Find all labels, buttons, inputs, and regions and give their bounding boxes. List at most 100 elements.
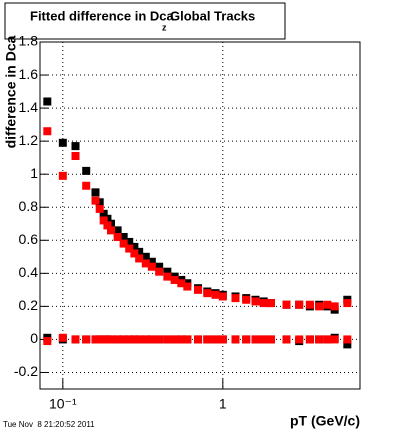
marker	[177, 279, 186, 288]
marker	[113, 232, 122, 241]
marker	[58, 171, 67, 180]
marker	[218, 292, 227, 301]
x-axis-label: pT (GeV/c)	[290, 413, 360, 429]
marker	[163, 272, 172, 281]
marker	[170, 335, 179, 344]
marker	[43, 127, 52, 136]
chart-title: Fitted difference in Dca	[30, 8, 175, 23]
y-tick-label: 1.2	[19, 132, 39, 148]
x-tick-label: 10⁻¹	[49, 396, 77, 412]
marker	[71, 152, 80, 161]
marker	[71, 142, 80, 151]
marker	[43, 97, 52, 106]
marker	[251, 297, 260, 306]
title-subscript: z	[162, 22, 167, 32]
marker	[282, 335, 291, 344]
marker	[82, 166, 91, 175]
marker	[147, 257, 156, 266]
marker	[135, 254, 144, 263]
marker	[266, 299, 275, 308]
marker	[99, 209, 108, 218]
marker	[183, 282, 192, 291]
y-tick-label: 1.4	[19, 99, 39, 115]
marker	[82, 335, 91, 344]
y-tick-label: 0.8	[19, 198, 39, 214]
marker	[125, 335, 134, 344]
marker	[242, 295, 251, 304]
marker	[211, 290, 220, 299]
marker	[58, 138, 67, 147]
marker	[251, 335, 260, 344]
marker	[119, 232, 128, 241]
marker	[295, 335, 304, 344]
marker	[147, 335, 156, 344]
marker	[91, 188, 100, 197]
marker	[323, 335, 332, 344]
y-tick-label: 0	[30, 330, 38, 346]
marker	[177, 335, 186, 344]
marker	[135, 335, 144, 344]
marker	[305, 335, 314, 344]
marker	[305, 300, 314, 309]
y-tick-label: -0.2	[14, 363, 38, 379]
marker	[119, 335, 128, 344]
y-tick-label: 1	[30, 165, 38, 181]
marker	[242, 335, 251, 344]
marker	[211, 335, 220, 344]
marker	[259, 335, 268, 344]
marker	[315, 302, 324, 311]
marker	[130, 335, 139, 344]
marker	[163, 267, 172, 276]
marker	[113, 226, 122, 235]
marker	[194, 335, 203, 344]
marker	[106, 335, 115, 344]
marker	[203, 335, 212, 344]
marker	[95, 204, 104, 213]
marker	[315, 335, 324, 344]
marker	[141, 259, 150, 268]
marker	[282, 300, 291, 309]
marker	[43, 337, 52, 346]
marker	[91, 335, 100, 344]
marker	[343, 299, 352, 308]
marker	[103, 221, 112, 230]
marker	[155, 335, 164, 344]
marker	[343, 340, 352, 349]
y-tick-label: 0.6	[19, 231, 39, 247]
marker	[155, 262, 164, 271]
marker	[99, 216, 108, 225]
marker	[58, 333, 67, 342]
marker	[130, 249, 139, 258]
marker	[119, 239, 128, 248]
marker	[218, 335, 227, 344]
marker	[141, 252, 150, 261]
marker	[295, 300, 304, 309]
y-tick-label: 1.6	[19, 66, 39, 82]
title-suffix: Global Tracks	[170, 8, 255, 23]
marker	[125, 244, 134, 253]
marker	[95, 198, 104, 207]
marker	[147, 262, 156, 271]
marker	[266, 335, 275, 344]
marker	[343, 335, 352, 344]
marker	[163, 335, 172, 344]
marker	[170, 275, 179, 284]
y-tick-label: 0.4	[19, 264, 39, 280]
x-tick-label: 1	[219, 396, 227, 412]
marker	[330, 302, 339, 311]
marker	[71, 335, 80, 344]
marker	[141, 335, 150, 344]
y-tick-label: 1.8	[19, 33, 39, 49]
marker	[113, 335, 122, 344]
marker	[323, 300, 332, 309]
marker	[231, 294, 240, 303]
marker	[135, 247, 144, 256]
marker	[330, 335, 339, 344]
marker	[125, 237, 134, 246]
marker	[155, 267, 164, 276]
marker	[194, 285, 203, 294]
marker	[82, 181, 91, 190]
marker	[231, 335, 240, 344]
